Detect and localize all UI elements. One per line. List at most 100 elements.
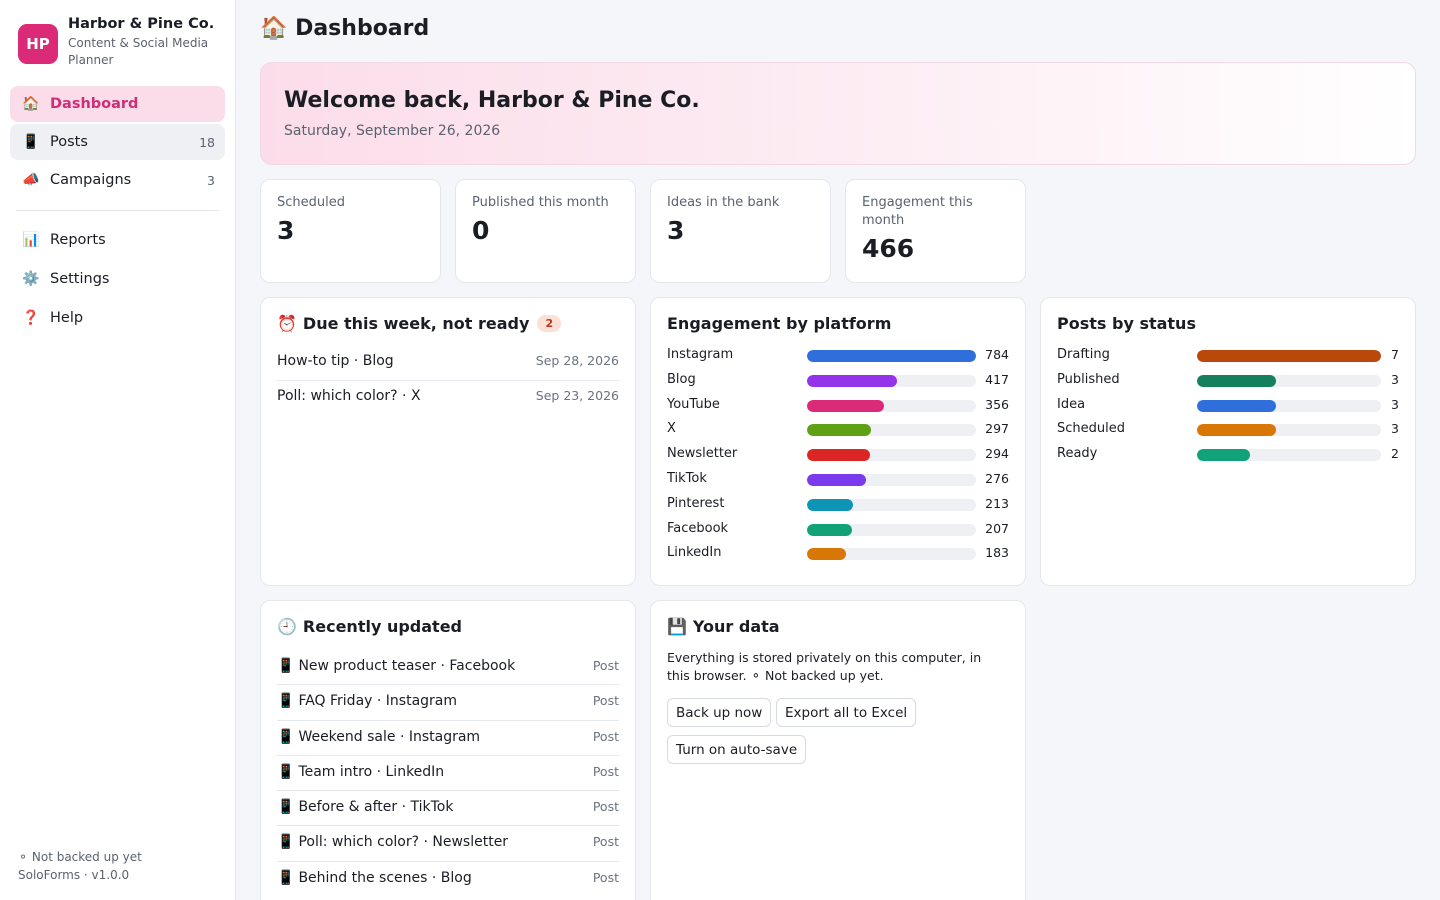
bar-label: Instagram — [667, 347, 734, 362]
bar-value: 213 — [985, 495, 1009, 511]
back-up-button[interactable]: Back up now — [667, 698, 772, 727]
bar-fill — [807, 498, 853, 511]
item-title: Team intro · LinkedIn — [298, 763, 445, 780]
auto-save-button[interactable]: Turn on auto-save — [667, 735, 807, 764]
item-type: Post — [592, 728, 619, 744]
list-item[interactable]: 📱 Weekend sale · Instagram Post — [277, 721, 619, 756]
stat-value: 3 — [667, 216, 685, 245]
list-item[interactable]: 📱 Behind the scenes · Blog Post — [277, 862, 619, 897]
item-type: Post — [592, 799, 619, 815]
list-item[interactable]: 📱 New product teaser · Facebook Post — [277, 650, 619, 686]
item-title: Before & after · TikTok — [298, 799, 454, 816]
sidebar-item-label: Campaigns — [50, 172, 132, 188]
bar-label: Pinterest — [667, 495, 725, 511]
sidebar-item-label: Settings — [50, 271, 110, 287]
status-bars: Drafting 7 Published 3 Idea 3 Scheduled 3 Ready 2 — [1057, 347, 1399, 471]
item-title-group: 📱 Team intro · LinkedIn — [277, 764, 444, 780]
sidebar-item-dashboard[interactable]: 🏠 Dashboard — [10, 86, 225, 122]
sidebar-item-posts[interactable]: 📱 Posts 18 — [10, 124, 225, 160]
stat-card-engagement: Engagement this month 466 — [845, 179, 1026, 283]
bar-track — [1197, 350, 1381, 362]
clock-icon: 🕘 — [277, 617, 297, 636]
brand-subtitle: Content & Social Media Planner — [68, 36, 209, 67]
bar-fill — [1197, 449, 1250, 462]
bar-track — [807, 399, 976, 412]
item-type: Post — [592, 693, 619, 709]
status-bar-row: Idea 3 — [1057, 397, 1399, 422]
bar-fill — [807, 350, 976, 362]
phone-icon: 📱 — [277, 834, 295, 851]
list-item[interactable]: 📱 Team intro · LinkedIn Post — [277, 756, 619, 792]
panel-title: ⏰ Due this week, not ready 2 — [277, 314, 562, 333]
brand-logo: HP — [18, 24, 58, 64]
sidebar-item-campaigns[interactable]: 📣 Campaigns 3 — [10, 162, 225, 198]
bar-track — [1197, 424, 1381, 437]
item-title-group: 📱 Weekend sale · Instagram — [277, 729, 480, 745]
bar-fill — [807, 424, 872, 437]
bar-label: Drafting — [1057, 347, 1110, 362]
status-bar-row: Ready 2 — [1057, 446, 1399, 471]
bar-track — [807, 374, 976, 387]
home-icon: 🏠 — [260, 16, 288, 41]
list-item[interactable]: 📱 Poll: which color? · Newsletter Post — [277, 826, 619, 862]
list-item[interactable]: How-to tip · Blog Sep 28, 2026 — [277, 346, 619, 381]
bar-fill — [807, 399, 884, 412]
list-item[interactable]: 📱 FAQ Friday · Instagram Post — [277, 685, 619, 721]
bar-track — [807, 498, 976, 511]
bar-value: 276 — [985, 470, 1009, 486]
bar-value: 207 — [985, 520, 1009, 536]
engagement-bar-row: Blog 417 — [667, 372, 1009, 397]
item-type: Post — [592, 763, 619, 779]
bar-label: Published — [1057, 371, 1120, 387]
item-title: FAQ Friday · Instagram — [298, 693, 458, 710]
list-item[interactable]: 📱 Before & after · TikTok Post — [277, 791, 619, 827]
engagement-bar-row: LinkedIn 183 — [667, 545, 1009, 570]
secondary-nav: 📊 Reports ⚙️ Settings ❓ Help — [10, 222, 225, 338]
stat-value: 466 — [862, 234, 915, 263]
phone-icon: 📱 — [22, 134, 40, 150]
sidebar-item-reports[interactable]: 📊 Reports — [10, 222, 225, 258]
bar-value: 784 — [985, 347, 1009, 362]
engagement-bars: Instagram 784 Blog 417 YouTube 356 X 297 Newslet… — [667, 347, 1009, 570]
bar-track — [807, 523, 976, 536]
bar-label: Ready — [1057, 446, 1098, 462]
engagement-bar-row: Instagram 784 — [667, 347, 1009, 372]
bar-value: 3 — [1391, 396, 1399, 412]
export-excel-button[interactable]: Export all to Excel — [776, 698, 917, 727]
stat-label: Ideas in the bank — [667, 195, 780, 210]
engagement-bar-row: YouTube 356 — [667, 397, 1009, 422]
status-bar-row: Drafting 7 — [1057, 347, 1399, 372]
sidebar-item-label: Reports — [50, 232, 106, 248]
bar-track — [807, 548, 976, 561]
bar-fill — [807, 374, 897, 387]
sidebar-item-settings[interactable]: ⚙️ Settings — [10, 261, 225, 297]
sidebar-item-help[interactable]: ❓ Help — [10, 300, 225, 336]
stat-value: 0 — [472, 216, 490, 245]
sidebar-item-count: 3 — [207, 172, 215, 188]
bar-value: 2 — [1391, 446, 1399, 462]
phone-icon: 📱 — [277, 658, 295, 674]
bar-value: 356 — [985, 396, 1009, 412]
item-type: Post — [592, 658, 619, 673]
engagement-bar-row: Pinterest 213 — [667, 496, 1009, 521]
bar-label: Blog — [667, 371, 696, 387]
stat-card-published: Published this month 0 — [455, 179, 636, 283]
bar-value: 7 — [1391, 347, 1399, 362]
your-data-panel: 💾 Your data Everything is stored private… — [650, 600, 1026, 900]
item-title: Behind the scenes · Blog — [298, 869, 472, 886]
item-title: How-to tip · Blog — [277, 353, 394, 369]
engagement-bar-row: Newsletter 294 — [667, 446, 1009, 471]
brand-name: Harbor & Pine Co. — [68, 16, 215, 32]
bar-label: Idea — [1057, 396, 1086, 412]
phone-icon: 📱 — [277, 693, 295, 710]
primary-nav: 🏠 Dashboard 📱 Posts 18 📣 Campaigns 3 — [10, 86, 225, 200]
item-title-group: 📱 FAQ Friday · Instagram — [277, 693, 457, 709]
bar-label: TikTok — [667, 470, 707, 486]
sidebar-item-label: Help — [50, 310, 84, 326]
bar-label: LinkedIn — [667, 545, 722, 561]
status-bar-row: Published 3 — [1057, 372, 1399, 397]
item-date: Sep 28, 2026 — [535, 353, 619, 368]
list-item[interactable]: Poll: which color? · X Sep 23, 2026 — [277, 381, 619, 416]
recently-updated-panel: 🕘 Recently updated 📱 New product teaser ·… — [260, 600, 636, 900]
app-version: SoloForms · v1.0.0 — [18, 868, 130, 882]
